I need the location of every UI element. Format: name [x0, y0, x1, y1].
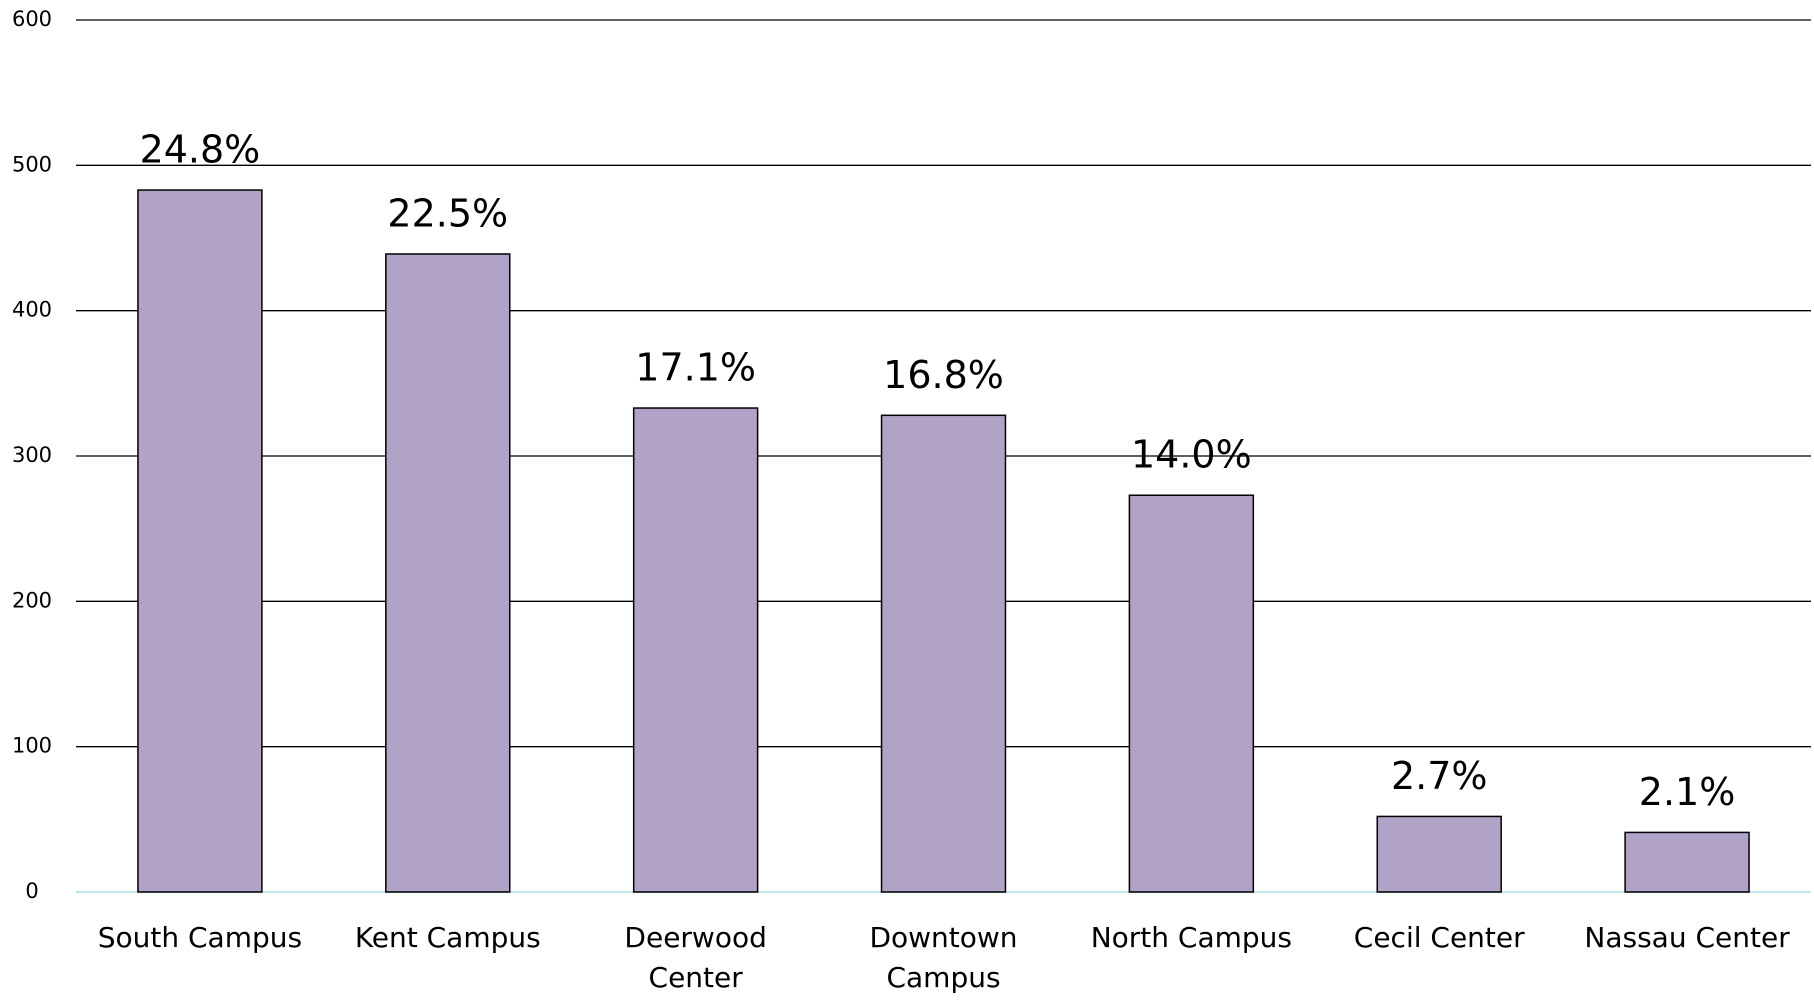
y-tick-label: 500 — [12, 152, 52, 176]
bar — [1624, 831, 1750, 893]
x-tick-label: North Campus — [1090, 921, 1292, 954]
x-tick-label: Nassau Center — [1584, 921, 1790, 954]
x-tick-label: Cecil Center — [1353, 921, 1525, 954]
y-tick-label: 200 — [12, 588, 52, 612]
x-tick-label: Kent Campus — [354, 921, 541, 954]
bar — [632, 407, 759, 893]
bar — [137, 189, 263, 893]
x-tick-label: South Campus — [97, 921, 303, 954]
x-tick-label: Deerwood Center — [624, 921, 767, 994]
data-label: 16.8% — [883, 353, 1004, 397]
data-label: 14.0% — [1131, 433, 1252, 477]
data-label: 2.1% — [1639, 770, 1736, 814]
data-label: 17.1% — [635, 346, 756, 390]
data-label: 2.7% — [1391, 754, 1488, 798]
bar — [1376, 815, 1502, 893]
data-label: 24.8% — [140, 128, 261, 172]
y-tick-label: 600 — [12, 7, 52, 31]
y-tick-label: 300 — [12, 443, 52, 467]
bar — [385, 253, 511, 893]
y-tick-label: 100 — [12, 734, 52, 758]
bar — [1128, 494, 1255, 893]
bar — [880, 414, 1007, 893]
y-tick-label: 0 — [25, 879, 38, 903]
x-tick-label: Downtown Campus — [869, 921, 1018, 994]
data-label: 22.5% — [387, 191, 508, 235]
y-tick-label: 400 — [12, 298, 52, 322]
